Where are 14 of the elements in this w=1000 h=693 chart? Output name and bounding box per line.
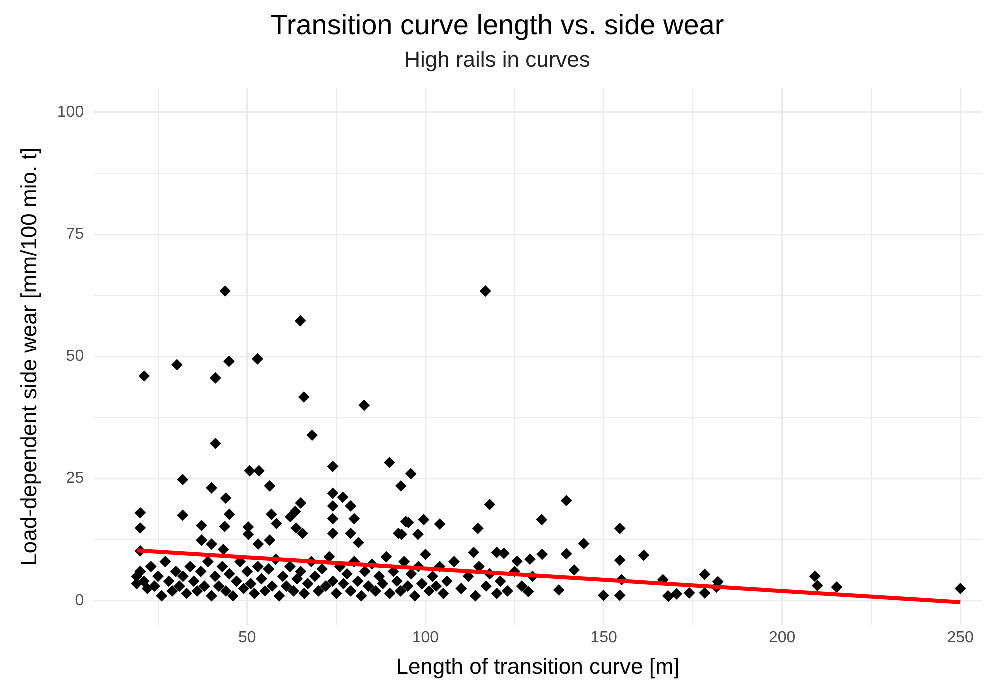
y-tick-label: 25 <box>66 470 84 488</box>
chart-subtitle: High rails in curves <box>404 46 590 72</box>
x-tick-label: 50 <box>238 629 256 646</box>
y-tick-label: 0 <box>75 592 84 610</box>
x-tick-label: 250 <box>947 629 974 646</box>
y-axis-title: Load-dependent side wear [mm/100 mio. t] <box>16 148 42 566</box>
x-axis-title: Length of transition curve [m] <box>396 654 680 679</box>
x-tick-label: 100 <box>412 629 440 646</box>
y-tick-label: 50 <box>66 348 84 366</box>
x-tick-label: 200 <box>768 629 796 646</box>
y-tick-label: 100 <box>57 104 84 121</box>
y-tick-label: 75 <box>66 226 84 243</box>
chart-title: Transition curve length vs. side wear <box>270 10 724 41</box>
x-tick-label: 150 <box>590 629 618 646</box>
